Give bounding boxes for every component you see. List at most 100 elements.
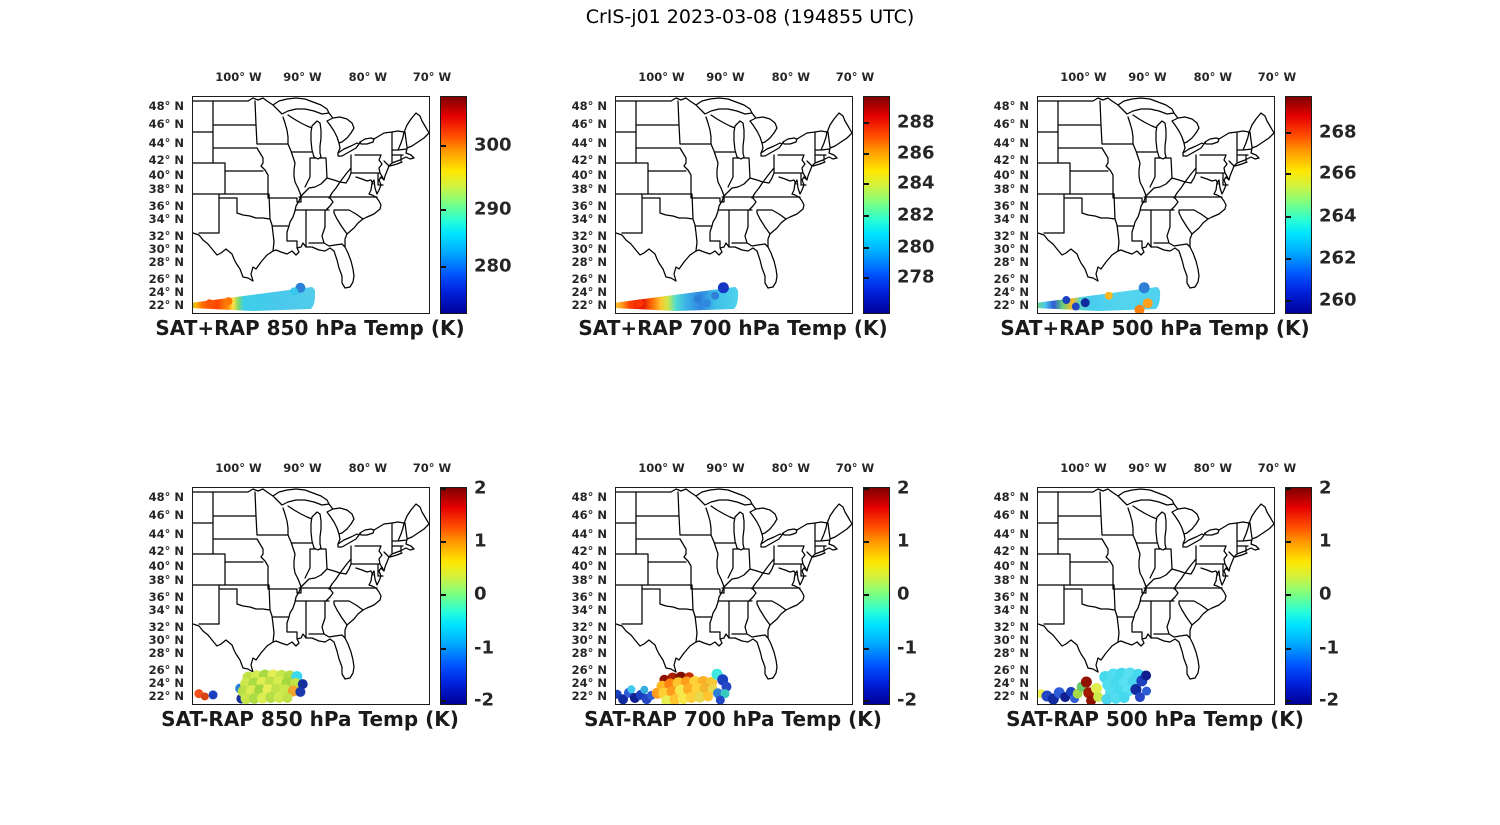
lat-tick-label: 24° N	[571, 284, 607, 299]
lat-tick-label: 48° N	[993, 489, 1029, 504]
lat-tick-label: 34° N	[571, 211, 607, 226]
lat-tick-label: 44° N	[993, 526, 1029, 541]
lat-tick-label: 46° N	[993, 117, 1029, 132]
panel-title: SAT+RAP 700 hPa Temp (K)	[578, 316, 888, 340]
lon-tick-label: 70° W	[1257, 461, 1297, 475]
lat-tick-label: 46° N	[993, 508, 1029, 523]
lat-tick-label: 30° N	[571, 241, 607, 256]
lon-tick-label: 70° W	[412, 461, 452, 475]
lat-tick-label: 38° N	[148, 181, 184, 196]
lat-tick-label: 34° N	[571, 602, 607, 617]
colorbar-tick	[864, 121, 869, 124]
colorbar-tick-label: 0	[1319, 583, 1332, 605]
lat-tick-label: 26° N	[993, 663, 1029, 678]
panel-title: SAT-RAP 700 hPa Temp (K)	[584, 707, 882, 731]
lon-tick-label: 90° W	[283, 461, 322, 475]
colorbar-tick	[441, 145, 446, 148]
panel-sat-plus-rap-700: 100° W 90° W 80° W 70° W 48° N 46° N 44° N 42° …	[553, 56, 948, 356]
lat-tick-label: 26° N	[571, 272, 607, 287]
lat-tick-label: 40° N	[993, 168, 1029, 183]
colorbar-tick	[441, 209, 446, 212]
lat-tick-label: 38° N	[571, 181, 607, 196]
lat-tick-label: 22° N	[571, 688, 607, 703]
lat-tick-label: 48° N	[571, 98, 607, 113]
colorbar	[863, 487, 890, 705]
lat-tick-label: 28° N	[571, 254, 607, 269]
lat-tick-label: 26° N	[148, 663, 184, 678]
lat-tick-label: 28° N	[148, 254, 184, 269]
panel-sat-minus-rap-700: 100° W 90° W 80° W 70° W 48° N 46° N 44° N 42° …	[553, 447, 948, 747]
lon-tick-label: 80° W	[771, 70, 811, 84]
colorbar-tick	[441, 647, 446, 650]
lat-tick-label: 32° N	[148, 619, 184, 634]
colorbar-tick	[1286, 215, 1291, 218]
lat-tick-label: 36° N	[148, 590, 184, 605]
colorbar-tick-label: 286	[897, 142, 935, 164]
satellite-swath	[616, 282, 739, 311]
lat-tick-label: 44° N	[148, 135, 184, 150]
lon-tick-label: 70° W	[1257, 70, 1297, 84]
lat-tick-label: 42° N	[571, 543, 607, 558]
map-frame	[1037, 487, 1275, 705]
satellite-swath	[616, 668, 732, 704]
colorbar-tick	[1286, 647, 1291, 650]
lat-tick-label: 42° N	[148, 152, 184, 167]
lat-tick-label: 48° N	[148, 489, 184, 504]
lon-tick-label: 100° W	[638, 461, 685, 475]
colorbar-tick-label: -1	[474, 637, 494, 659]
lon-tick-label: 90° W	[706, 461, 745, 475]
satellite-swath	[1038, 282, 1161, 313]
colorbar-tick-label: 2	[897, 477, 910, 499]
lon-tick-label: 70° W	[835, 461, 875, 475]
lat-tick-label: 44° N	[148, 526, 184, 541]
lat-tick-label: 24° N	[993, 284, 1029, 299]
colorbar-tick	[864, 214, 869, 217]
lat-tick-label: 44° N	[993, 135, 1029, 150]
lat-tick-label: 40° N	[993, 559, 1029, 574]
colorbar-tick	[864, 593, 869, 596]
lat-tick-label: 48° N	[571, 489, 607, 504]
lon-tick-label: 80° W	[1193, 70, 1233, 84]
lat-tick-label: 44° N	[571, 526, 607, 541]
lat-tick-label: 30° N	[148, 241, 184, 256]
colorbar-tick	[441, 488, 446, 491]
map-frame	[615, 487, 853, 705]
panel-title: SAT+RAP 500 hPa Temp (K)	[1000, 316, 1310, 340]
panel-sat-plus-rap-850: 100° W 90° W 80° W 70° W 48° N 46° N 44° N 42° …	[130, 56, 525, 356]
lon-tick-label: 70° W	[835, 70, 875, 84]
lat-tick-label: 24° N	[148, 675, 184, 690]
colorbar-tick	[441, 699, 446, 702]
lat-tick-label: 32° N	[993, 619, 1029, 634]
lat-tick-label: 38° N	[571, 572, 607, 587]
colorbar-tick-label: -1	[897, 637, 917, 659]
satellite-swath	[1038, 667, 1152, 704]
colorbar-tick-label: 288	[897, 111, 935, 133]
colorbar-tick	[441, 593, 446, 596]
lon-tick-label: 80° W	[771, 461, 811, 475]
lat-tick-label: 46° N	[148, 508, 184, 523]
colorbar-tick	[1286, 300, 1291, 303]
lon-tick-label: 90° W	[1128, 461, 1167, 475]
panel-sat-minus-rap-500: 100° W 90° W 80° W 70° W 48° N 46° N 44° N 42° …	[975, 447, 1370, 747]
colorbar-tick-label: 1	[897, 530, 910, 552]
colorbar-tick	[1286, 488, 1291, 491]
colorbar-tick	[864, 183, 869, 186]
lat-tick-label: 46° N	[148, 117, 184, 132]
lat-tick-label: 40° N	[148, 168, 184, 183]
lat-tick-label: 46° N	[571, 508, 607, 523]
lon-tick-label: 100° W	[215, 461, 262, 475]
lon-tick-label: 90° W	[706, 70, 745, 84]
lat-tick-label: 30° N	[571, 632, 607, 647]
lon-tick-label: 100° W	[638, 70, 685, 84]
map-frame	[192, 96, 430, 314]
colorbar-tick	[1286, 699, 1291, 702]
lat-tick-label: 26° N	[148, 272, 184, 287]
lat-tick-label: 24° N	[148, 284, 184, 299]
lat-tick-label: 36° N	[571, 199, 607, 214]
lat-tick-label: 24° N	[571, 675, 607, 690]
colorbar-tick-label: 260	[1319, 289, 1357, 311]
lat-tick-label: 40° N	[148, 559, 184, 574]
lat-tick-label: 28° N	[993, 254, 1029, 269]
colorbar-tick-label: 278	[897, 266, 935, 288]
